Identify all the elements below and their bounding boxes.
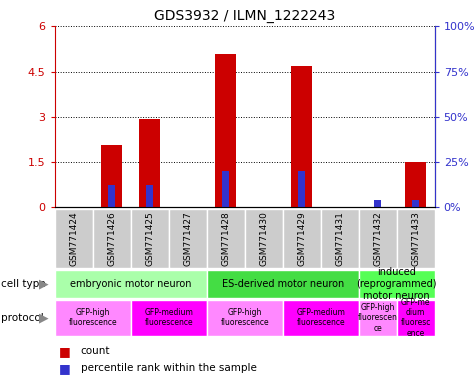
Text: GSM771425: GSM771425	[145, 211, 154, 266]
Bar	[374, 200, 381, 207]
Text: GFP-medium
fluorescence: GFP-medium fluorescence	[144, 308, 193, 328]
Text: GSM771428: GSM771428	[221, 211, 230, 266]
Bar	[55, 270, 207, 298]
Bar	[359, 209, 397, 268]
Bar	[169, 209, 207, 268]
Bar	[215, 54, 236, 207]
Text: ▶: ▶	[39, 278, 49, 290]
Bar	[405, 162, 426, 207]
Text: GSM771432: GSM771432	[373, 211, 382, 266]
Bar	[93, 209, 131, 268]
Bar	[222, 171, 229, 207]
Bar	[55, 209, 93, 268]
Text: GSM771430: GSM771430	[259, 211, 268, 266]
Bar	[283, 300, 359, 336]
Bar	[207, 300, 283, 336]
Text: embryonic motor neuron: embryonic motor neuron	[70, 279, 191, 289]
Bar	[101, 145, 122, 207]
Title: GDS3932 / ILMN_1222243: GDS3932 / ILMN_1222243	[154, 9, 335, 23]
Bar	[291, 66, 312, 207]
Bar	[245, 209, 283, 268]
Text: induced
(reprogrammed)
motor neuron: induced (reprogrammed) motor neuron	[356, 267, 437, 301]
Bar	[321, 209, 359, 268]
Text: GFP-high
fluorescence: GFP-high fluorescence	[68, 308, 117, 328]
Bar	[207, 209, 245, 268]
Bar	[397, 300, 435, 336]
Bar	[146, 185, 153, 207]
Text: protocol: protocol	[1, 313, 44, 323]
Text: ES-derived motor neuron: ES-derived motor neuron	[221, 279, 344, 289]
Bar	[108, 185, 115, 207]
Bar	[359, 270, 435, 298]
Text: ▶: ▶	[39, 311, 49, 324]
Text: count: count	[81, 346, 110, 356]
Text: GFP-high
fluorescen
ce: GFP-high fluorescen ce	[358, 303, 398, 333]
Bar	[131, 209, 169, 268]
Text: ■: ■	[59, 362, 71, 375]
Text: GSM771431: GSM771431	[335, 211, 344, 266]
Bar	[55, 300, 131, 336]
Bar	[131, 300, 207, 336]
Text: GFP-high
fluorescence: GFP-high fluorescence	[220, 308, 269, 328]
Text: GSM771429: GSM771429	[297, 211, 306, 266]
Text: GFP-medium
fluorescence: GFP-medium fluorescence	[296, 308, 345, 328]
Bar	[298, 171, 305, 207]
Bar	[283, 209, 321, 268]
Bar	[359, 300, 397, 336]
Text: GSM771424: GSM771424	[69, 211, 78, 266]
Text: percentile rank within the sample: percentile rank within the sample	[81, 363, 256, 373]
Text: GSM771433: GSM771433	[411, 211, 420, 266]
Bar	[397, 209, 435, 268]
Text: GSM771427: GSM771427	[183, 211, 192, 266]
Text: GSM771426: GSM771426	[107, 211, 116, 266]
Text: GFP-me
dium
fluoresc
ence: GFP-me dium fluoresc ence	[400, 298, 431, 338]
Bar	[412, 200, 419, 207]
Bar	[139, 119, 160, 207]
Text: ■: ■	[59, 345, 71, 358]
Bar	[207, 270, 359, 298]
Text: cell type: cell type	[1, 279, 46, 289]
